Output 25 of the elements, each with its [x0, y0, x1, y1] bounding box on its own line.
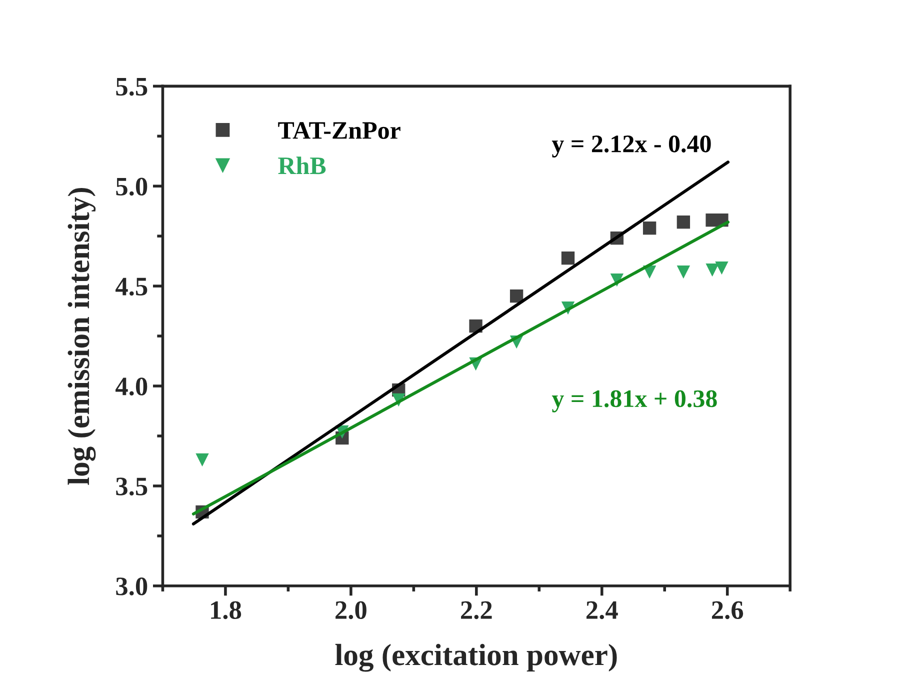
point: [706, 263, 719, 277]
point: [196, 453, 209, 467]
y-axis-title: log (emission intensity): [68, 188, 96, 485]
point: [561, 251, 575, 265]
annotation: y = 1.81x + 0.38: [552, 390, 717, 412]
legend-label: TAT-ZnPor: [278, 122, 400, 139]
legend-label: RhB: [278, 156, 326, 174]
point: [676, 265, 690, 279]
y-tick-label: 4.5: [116, 278, 148, 296]
point: [676, 216, 690, 229]
x-tick-label: 1.8: [211, 601, 242, 620]
x-axis-title: log (excitation power): [335, 644, 617, 672]
x-tick-label: 2.4: [586, 601, 618, 620]
y-tick-label: 5.0: [116, 178, 148, 196]
x-tick-label: 2.6: [712, 601, 744, 620]
x-tick-label: 2.0: [336, 601, 366, 620]
y-tick-label: 3.0: [116, 577, 148, 596]
annotation: y = 2.12x - 0.40: [552, 135, 711, 158]
y-tick-label: 4.0: [116, 378, 148, 396]
x-tick-label: 2.2: [461, 601, 492, 620]
y-tick-label: 3.5: [116, 478, 148, 496]
point: [715, 261, 728, 275]
y-tick-label: 5.5: [116, 78, 148, 96]
point: [642, 222, 656, 235]
point: [510, 289, 524, 303]
